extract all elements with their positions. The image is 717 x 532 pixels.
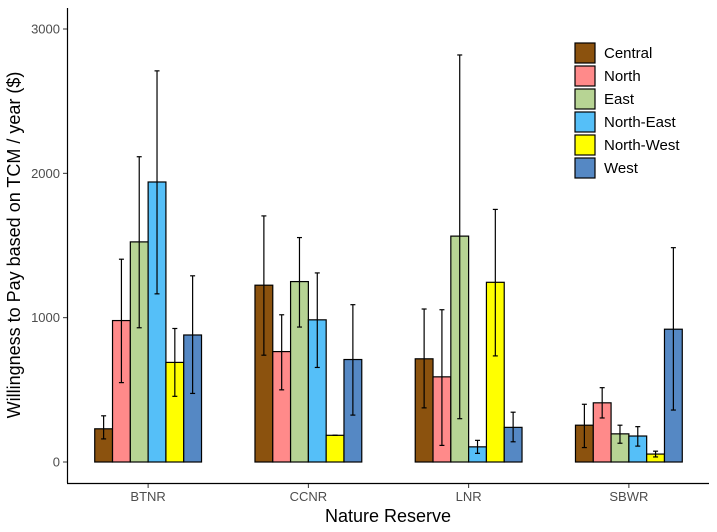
legend-swatch (574, 42, 596, 64)
error-bar-btnr-west (190, 275, 196, 395)
error-bar-sbwr-west (670, 247, 676, 411)
bars-layer (94, 181, 683, 463)
y-tick-label: 0 (53, 455, 60, 470)
y-axis-title: Willingness to Pay based on TCM / year (… (4, 72, 24, 419)
error-bar-ccnr-north-east (314, 272, 320, 369)
legend-item-east: East (574, 88, 635, 110)
error-bar-lnr-central (421, 308, 427, 409)
error-bar-lnr-east (457, 54, 463, 420)
error-bar-btnr-north-east (154, 70, 160, 295)
error-bar-btnr-north-west (172, 327, 178, 397)
error-bar-sbwr-central (581, 403, 587, 449)
y-tick-label: 2000 (31, 166, 60, 181)
legend-swatch (574, 157, 596, 179)
x-tick-label-ccnr: CCNR (290, 489, 328, 504)
legend-label: West (604, 160, 639, 177)
legend-label: North (604, 68, 641, 85)
legend-swatch (574, 65, 596, 87)
x-tick-label-sbwr: SBWR (609, 489, 648, 504)
error-bar-ccnr-east (296, 236, 302, 328)
error-bar-lnr-north-east (475, 439, 481, 454)
legend-item-central: Central (574, 42, 652, 64)
legend-item-west: West (574, 157, 639, 179)
y-tick-label: 1000 (31, 310, 60, 325)
legend-label: East (604, 91, 635, 108)
error-bar-btnr-central (101, 415, 107, 440)
error-bars-layer (101, 54, 676, 458)
error-bar-ccnr-central (261, 215, 267, 356)
legend-item-north-east: North-East (574, 111, 677, 133)
y-tick-label: 3000 (31, 22, 60, 37)
legend-label: North-West (604, 137, 680, 154)
legend-swatch (574, 88, 596, 110)
error-bar-btnr-east (136, 156, 142, 329)
error-bar-ccnr-north (279, 314, 285, 391)
x-tick-label-btnr: BTNR (130, 489, 165, 504)
legend-swatch (574, 134, 596, 156)
error-bar-ccnr-west (350, 304, 356, 416)
x-tick-label-lnr: LNR (456, 489, 482, 504)
legend-swatch (574, 111, 596, 133)
legend: Central North East North-East North-West West (574, 42, 680, 179)
error-bar-btnr-north (118, 258, 124, 384)
legend-item-north-west: North-West (574, 134, 680, 156)
x-axis-title: Nature Reserve (325, 506, 451, 526)
error-bar-lnr-west (510, 411, 516, 443)
bar-ccnr-north-west (325, 434, 345, 463)
error-bar-sbwr-north-east (635, 426, 641, 447)
legend-label: North-East (604, 114, 677, 131)
legend-label: Central (604, 45, 652, 62)
error-bar-sbwr-north (599, 387, 605, 419)
error-bar-sbwr-north-west (653, 450, 659, 458)
legend-item-north: North (574, 65, 641, 87)
error-bar-lnr-north (439, 309, 445, 447)
y-ticks: 0 1000 2000 3000 (31, 22, 67, 470)
error-bar-lnr-north-west (492, 208, 498, 357)
x-ticks: BTNR CCNR LNR SBWR (130, 484, 648, 504)
error-bar-sbwr-east (617, 424, 623, 444)
